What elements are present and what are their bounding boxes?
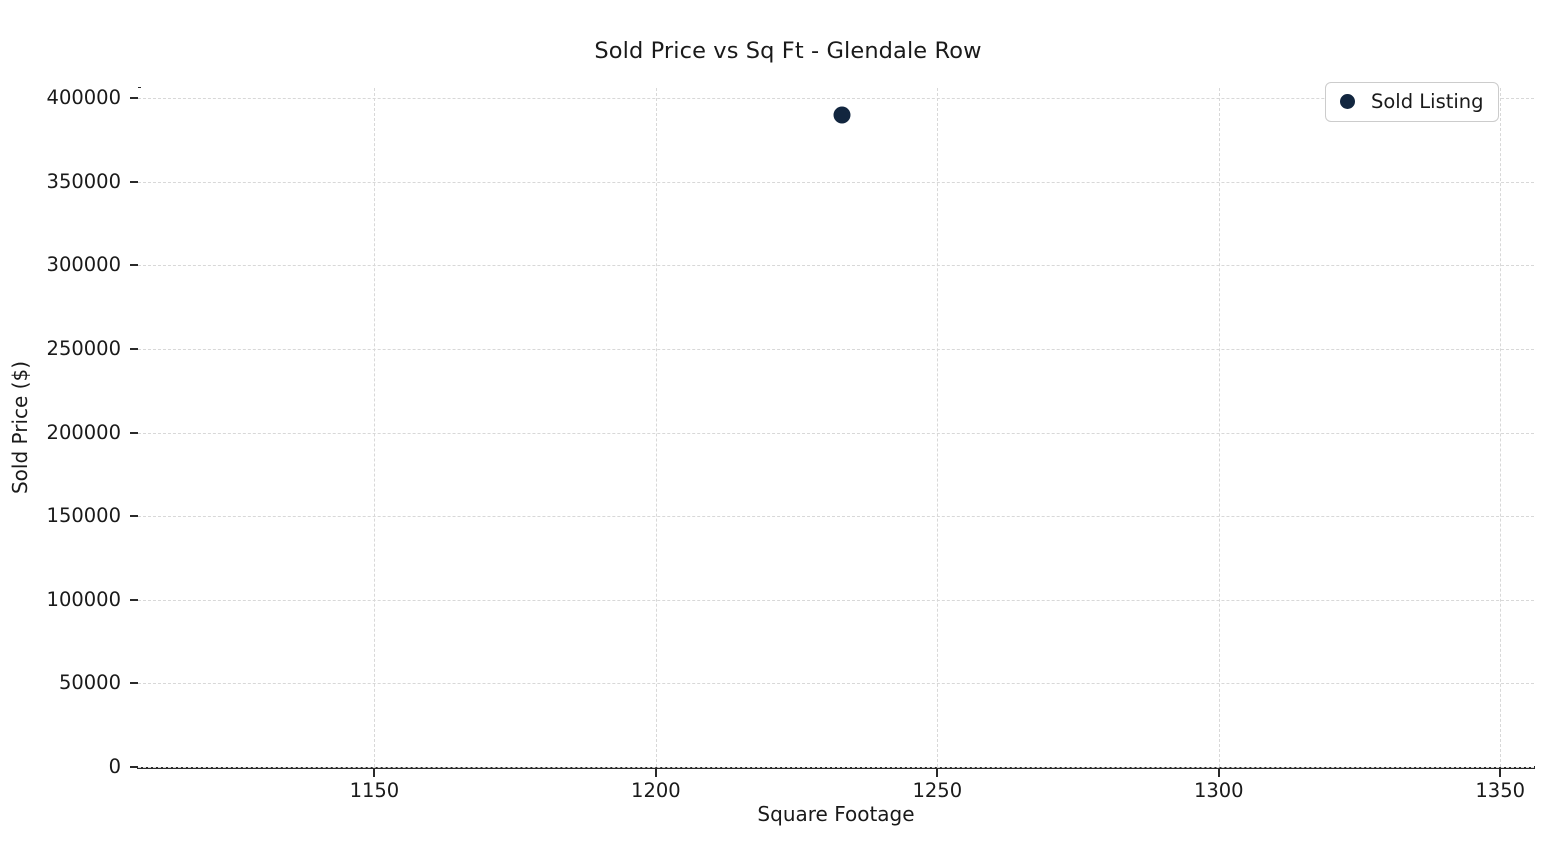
gridline-horizontal xyxy=(138,98,1534,100)
data-point[interactable] xyxy=(833,106,851,124)
x-tick-mark xyxy=(1217,769,1220,777)
gridline-horizontal xyxy=(138,265,1534,267)
x-tick-label: 1350 xyxy=(1475,779,1526,802)
y-tick-mark xyxy=(130,682,138,685)
y-tick-mark xyxy=(130,598,138,601)
gridline-vertical xyxy=(374,88,376,767)
y-tick-mark xyxy=(130,347,138,350)
y-tick-mark xyxy=(130,97,138,100)
legend-marker-icon xyxy=(1340,94,1355,110)
gridline-horizontal xyxy=(138,348,1534,350)
gridline-horizontal xyxy=(138,767,1534,768)
x-axis-label: Square Footage xyxy=(757,802,915,826)
y-tick-label: 0 xyxy=(108,755,121,778)
y-tick-label: 350000 xyxy=(46,169,121,193)
gridline-vertical xyxy=(655,88,657,767)
y-tick-mark xyxy=(130,766,138,768)
y-tick-label: 200000 xyxy=(46,420,121,444)
y-axis-label: Sold Price ($) xyxy=(8,360,32,495)
plot-area xyxy=(138,88,1534,768)
legend-entry[interactable]: Sold Listing xyxy=(1340,92,1484,112)
x-tick-label: 1200 xyxy=(631,779,681,802)
x-tick-label: 1300 xyxy=(1193,779,1244,802)
y-tick-label: 250000 xyxy=(46,336,121,360)
y-tick-mark xyxy=(130,431,138,434)
x-tick-mark xyxy=(1499,769,1502,777)
x-tick-label: 1150 xyxy=(349,779,400,802)
chart-title-line1: Sold Price vs Sq Ft - Glendale Row xyxy=(594,38,982,64)
gridline-horizontal xyxy=(138,599,1534,601)
y-tick-mark xyxy=(130,180,138,183)
gridline-horizontal xyxy=(138,181,1534,183)
y-tick-label: 100000 xyxy=(46,587,121,611)
gridline-horizontal xyxy=(138,432,1534,434)
x-tick-mark xyxy=(373,769,376,777)
chart-legend[interactable]: Sold Listing xyxy=(1325,82,1499,122)
y-tick-label: 50000 xyxy=(58,671,121,695)
gridline-horizontal xyxy=(138,516,1534,518)
x-tick-mark xyxy=(936,769,939,777)
legend-label: Sold Listing xyxy=(1371,90,1484,113)
gridline-vertical xyxy=(1500,88,1502,767)
y-tick-mark xyxy=(130,515,138,518)
gridline-horizontal xyxy=(138,683,1534,685)
y-tick-label: 150000 xyxy=(46,504,121,528)
y-tick-label: 400000 xyxy=(46,86,121,110)
gridline-vertical xyxy=(937,88,939,767)
x-tick-label: 1250 xyxy=(912,779,963,802)
y-tick-mark xyxy=(130,264,138,267)
y-tick-label: 300000 xyxy=(46,253,121,277)
x-tick-mark xyxy=(654,769,657,777)
gridline-vertical xyxy=(1218,88,1220,767)
